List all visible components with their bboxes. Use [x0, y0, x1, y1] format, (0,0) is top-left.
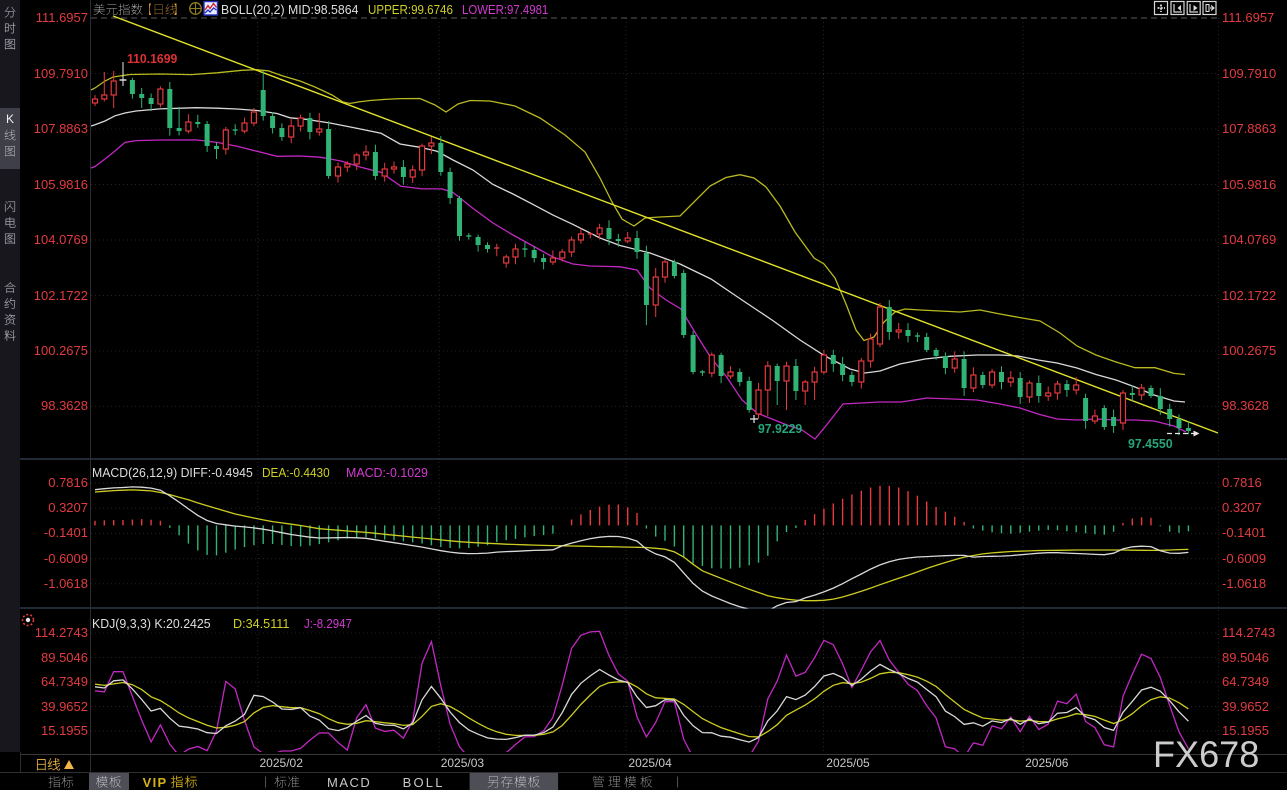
svg-text:K: K [6, 112, 14, 126]
